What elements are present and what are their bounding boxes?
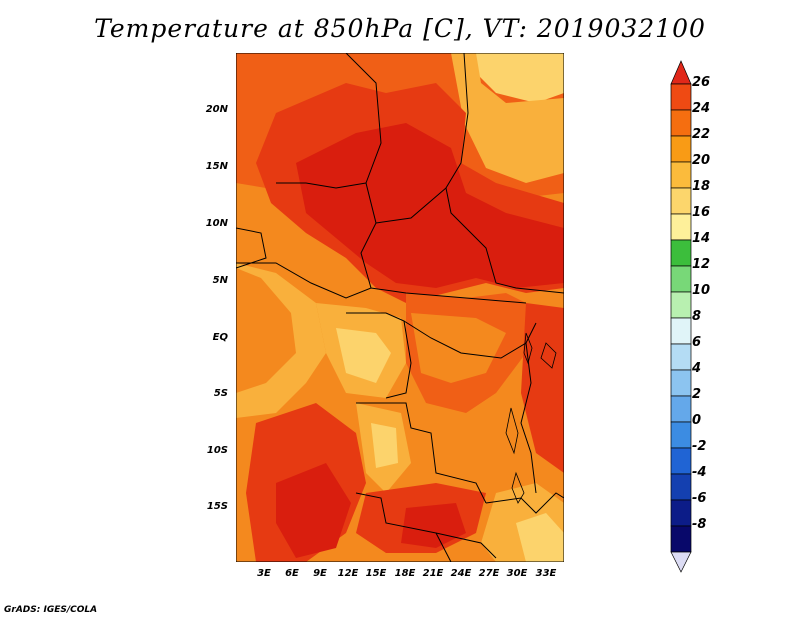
lon-label: 3E <box>257 568 271 579</box>
colorbar-level-label: 26 <box>692 75 711 90</box>
lon-label: 15E <box>365 568 387 579</box>
colorbar-box <box>670 187 692 215</box>
colorbar-box <box>670 213 692 241</box>
colorbar-level-label: 2 <box>692 387 702 402</box>
colorbar-box <box>670 343 692 371</box>
colorbar-box <box>670 525 692 553</box>
lat-label: 5S <box>213 388 228 399</box>
lat-label: 10S <box>206 445 228 456</box>
colorbar-level-label: 16 <box>692 205 711 220</box>
colorbar-level-label: 4 <box>692 361 702 376</box>
colorbar-bottom-triangle <box>670 551 692 573</box>
lat-label: 15S <box>206 501 228 512</box>
colorbar-level-label: 18 <box>692 179 711 194</box>
lat-label: 15N <box>205 161 228 172</box>
lon-label: 12E <box>337 568 359 579</box>
colorbar-top-triangle <box>670 60 692 85</box>
lat-label: 5N <box>212 275 228 286</box>
colorbar-level-label: -8 <box>692 517 707 532</box>
colorbar-level-label: 12 <box>692 257 711 272</box>
colorbar-level-label: 10 <box>692 283 711 298</box>
colorbar-level-label: 8 <box>692 309 702 324</box>
lat-label: EQ <box>212 332 228 343</box>
colorbar-level-label: 24 <box>692 101 711 116</box>
lon-label: 18E <box>394 568 416 579</box>
temperature-map <box>236 53 564 562</box>
colorbar-level-label: -2 <box>692 439 707 454</box>
lat-label: 20N <box>205 104 228 115</box>
colorbar-level-label: 14 <box>692 231 711 246</box>
lon-label: 27E <box>478 568 500 579</box>
colorbar-box <box>670 83 692 111</box>
colorbar-level-label: 6 <box>692 335 702 350</box>
lon-label: 24E <box>450 568 472 579</box>
colorbar-level-label: 0 <box>692 413 702 428</box>
colorbar <box>670 60 692 573</box>
credit-text: GrADS: IGES/COLA <box>4 605 98 615</box>
colorbar-box <box>670 499 692 527</box>
colorbar-box <box>670 265 692 293</box>
colorbar-level-label: 22 <box>692 127 711 142</box>
lon-label: 33E <box>535 568 557 579</box>
colorbar-box <box>670 317 692 345</box>
colorbar-box <box>670 447 692 475</box>
colorbar-box <box>670 473 692 501</box>
lat-label: 10N <box>205 218 228 229</box>
lon-label: 9E <box>313 568 327 579</box>
colorbar-box <box>670 369 692 397</box>
colorbar-box <box>670 239 692 267</box>
lon-label: 21E <box>422 568 444 579</box>
colorbar-box <box>670 161 692 189</box>
colorbar-box <box>670 395 692 423</box>
lon-label: 30E <box>506 568 528 579</box>
colorbar-box <box>670 291 692 319</box>
map-title: Temperature at 850hPa [C], VT: 201903210… <box>94 14 706 43</box>
colorbar-box <box>670 109 692 137</box>
lakes <box>505 332 557 504</box>
country-borders <box>236 53 564 562</box>
colorbar-level-label: 20 <box>692 153 711 168</box>
lon-label: 6E <box>285 568 299 579</box>
colorbar-box <box>670 421 692 449</box>
colorbar-box <box>670 135 692 163</box>
colorbar-level-label: -4 <box>692 465 707 480</box>
colorbar-level-label: -6 <box>692 491 707 506</box>
